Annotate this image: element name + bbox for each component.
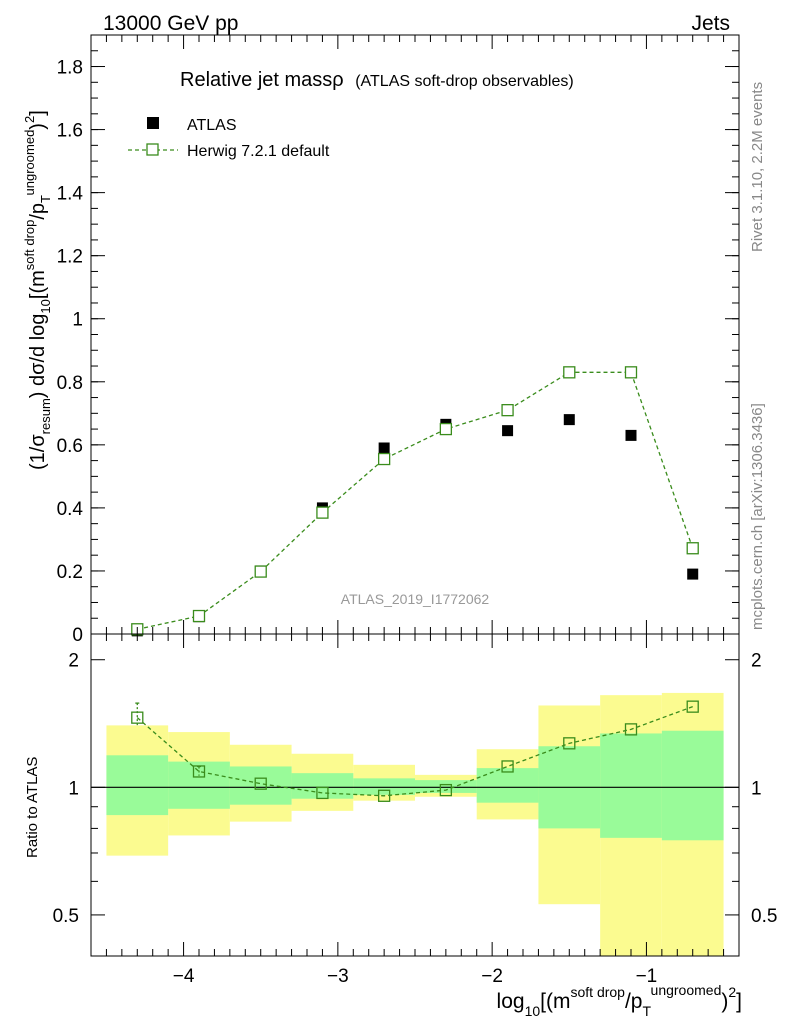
ratio-band-inner: [661, 730, 724, 841]
herwig-point: [501, 404, 514, 417]
main-ytick-label: 1.8: [57, 58, 83, 79]
xlabel: log10[(msoft drop/pTungroomed)2]: [497, 982, 742, 1019]
ratio-band-inner: [476, 768, 539, 803]
ratio-herwig-point: [254, 777, 267, 790]
ratio-band-inner: [229, 766, 292, 805]
atlas-point: [625, 429, 637, 441]
analysis-watermark: ATLAS_2019_I1772062: [341, 591, 490, 607]
ratio-band-inner: [353, 778, 415, 795]
xlabel-part: T: [642, 1003, 651, 1019]
herwig-point: [316, 506, 329, 519]
ylabel-part: /p: [27, 203, 49, 220]
ylabel-part: resum: [38, 398, 53, 434]
ratio-ytick-label-right: 0.5: [751, 906, 777, 927]
xtick-label: −1: [636, 966, 658, 987]
header-energy-label: 13000 GeV pp: [103, 12, 238, 35]
ratio-band-inner: [600, 733, 662, 838]
xlabel-part: ]: [736, 990, 742, 1013]
main-ytick-label: 1.4: [57, 184, 84, 205]
xtick-label: −3: [327, 966, 349, 987]
ratio-ylabel: Ratio to ATLAS: [24, 757, 41, 858]
ratio-herwig-point: [316, 786, 329, 800]
chart-title-sub: (ATLAS soft-drop observables): [355, 73, 573, 90]
atlas-point: [502, 425, 514, 437]
ratio-herwig-point: [131, 711, 144, 724]
herwig-point: [624, 366, 638, 379]
ratio-ytick-label: 0.5: [53, 906, 79, 927]
main-ytick-label: 1.2: [57, 247, 83, 268]
ratio-herwig-point: [439, 783, 453, 797]
ratio-ytick-label: 1: [68, 778, 79, 799]
rivet-version-label: Rivet 3.1.10, 2.2M events: [749, 82, 766, 252]
main-ytick-label: 0.6: [57, 436, 83, 457]
herwig-point: [377, 452, 391, 466]
ylabel-part: 10: [38, 299, 53, 313]
xtick-label: −2: [481, 966, 503, 987]
legend-herwig-label: Herwig 7.2.1 default: [187, 143, 330, 160]
main-ytick-label: 0.4: [57, 499, 84, 520]
main-marks: [131, 366, 699, 637]
ratio-ytick-label-right: 2: [751, 651, 762, 672]
atlas-point: [563, 414, 575, 426]
ratio-herwig-line: [136, 706, 693, 797]
herwig-line: [137, 371, 694, 630]
ratio-herwig-point: [501, 760, 514, 773]
legend-herwig-marker: [146, 143, 159, 156]
ylabel-part: [(m: [27, 270, 49, 299]
xlabel-part: log: [497, 990, 525, 1013]
ratio-ytick-label: 2: [68, 651, 79, 672]
ratio-herwig-point: [192, 765, 206, 778]
chart-title: Relative jet massρ (ATLAS soft-drop obse…: [180, 69, 574, 91]
legend: ATLAS Herwig 7.2.1 default: [128, 117, 330, 160]
xlabel-part: 10: [525, 1003, 541, 1019]
ratio-axes: 0.5 0.5 1 1 2 2 −4 −3 −2 −1: [53, 634, 777, 987]
main-ytick-label: 1: [72, 310, 83, 331]
herwig-point: [439, 422, 453, 436]
ratio-panel: 0.5 0.5 1 1 2 2 −4 −3 −2 −1 Ratio to ATLAS log10[…: [24, 633, 777, 1019]
legend-atlas-label: ATLAS: [187, 117, 237, 134]
xtick-label: −4: [173, 966, 195, 987]
ylabel-part: ]: [27, 110, 49, 116]
atlas-point: [687, 568, 699, 580]
herwig-point: [192, 609, 206, 623]
herwig-point: [254, 565, 267, 578]
main-ytick-label: 0.8: [57, 373, 83, 394]
xlabel-part: ungroomed: [651, 982, 722, 998]
xlabel-part: 2: [728, 984, 736, 1000]
ylabel-part: ) dσ/d log: [27, 314, 49, 399]
xlabel-part: [(m: [540, 990, 570, 1013]
main-panel: 0 0.2 0.4 0.6 0.8 1 1.2 1.4 1.6 1.8 Relative jet …: [22, 34, 740, 646]
ratio-band-inner: [106, 755, 169, 816]
herwig-point: [686, 542, 699, 555]
main-ytick-label: 0: [72, 625, 83, 646]
ratio-marks: [91, 692, 739, 956]
ylabel-part: soft drop: [22, 220, 37, 271]
herwig-point: [563, 366, 576, 379]
ratio-herwig-point: [563, 737, 576, 750]
main-ytick-label: 0.2: [57, 562, 83, 583]
ylabel-part: (1/σ: [27, 434, 49, 470]
atlas-point: [378, 442, 390, 454]
ratio-herwig-point: [377, 789, 391, 802]
ratio-band-inner: [168, 761, 230, 809]
mcplots-label: mcplots.cern.ch [arXiv:1306.3436]: [749, 403, 766, 630]
xlabel-part: soft drop: [570, 984, 625, 1000]
xlabel-part: /p: [625, 990, 643, 1013]
ylabel-part: T: [38, 195, 53, 203]
xlabel-part: ): [721, 990, 728, 1013]
ratio-band-inner: [291, 773, 354, 799]
ratio-band-inner: [415, 780, 477, 793]
header-jets-label: Jets: [691, 12, 730, 35]
legend-atlas-marker: [147, 117, 159, 129]
ratio-herwig-point: [686, 700, 699, 713]
main-ytick-label: 1.6: [57, 121, 83, 142]
ratio-ytick-label-right: 1: [751, 778, 762, 799]
chart-title-main: Relative jet massρ: [180, 69, 344, 91]
main-ylabel: (1/σresum) dσ/d log10[(msoft drop/pTungr…: [22, 110, 53, 470]
ylabel-part: 2: [22, 116, 37, 123]
ylabel-part: ungroomed: [22, 130, 37, 196]
ylabel-part: ): [27, 123, 49, 130]
ratio-herwig-point: [624, 723, 638, 736]
